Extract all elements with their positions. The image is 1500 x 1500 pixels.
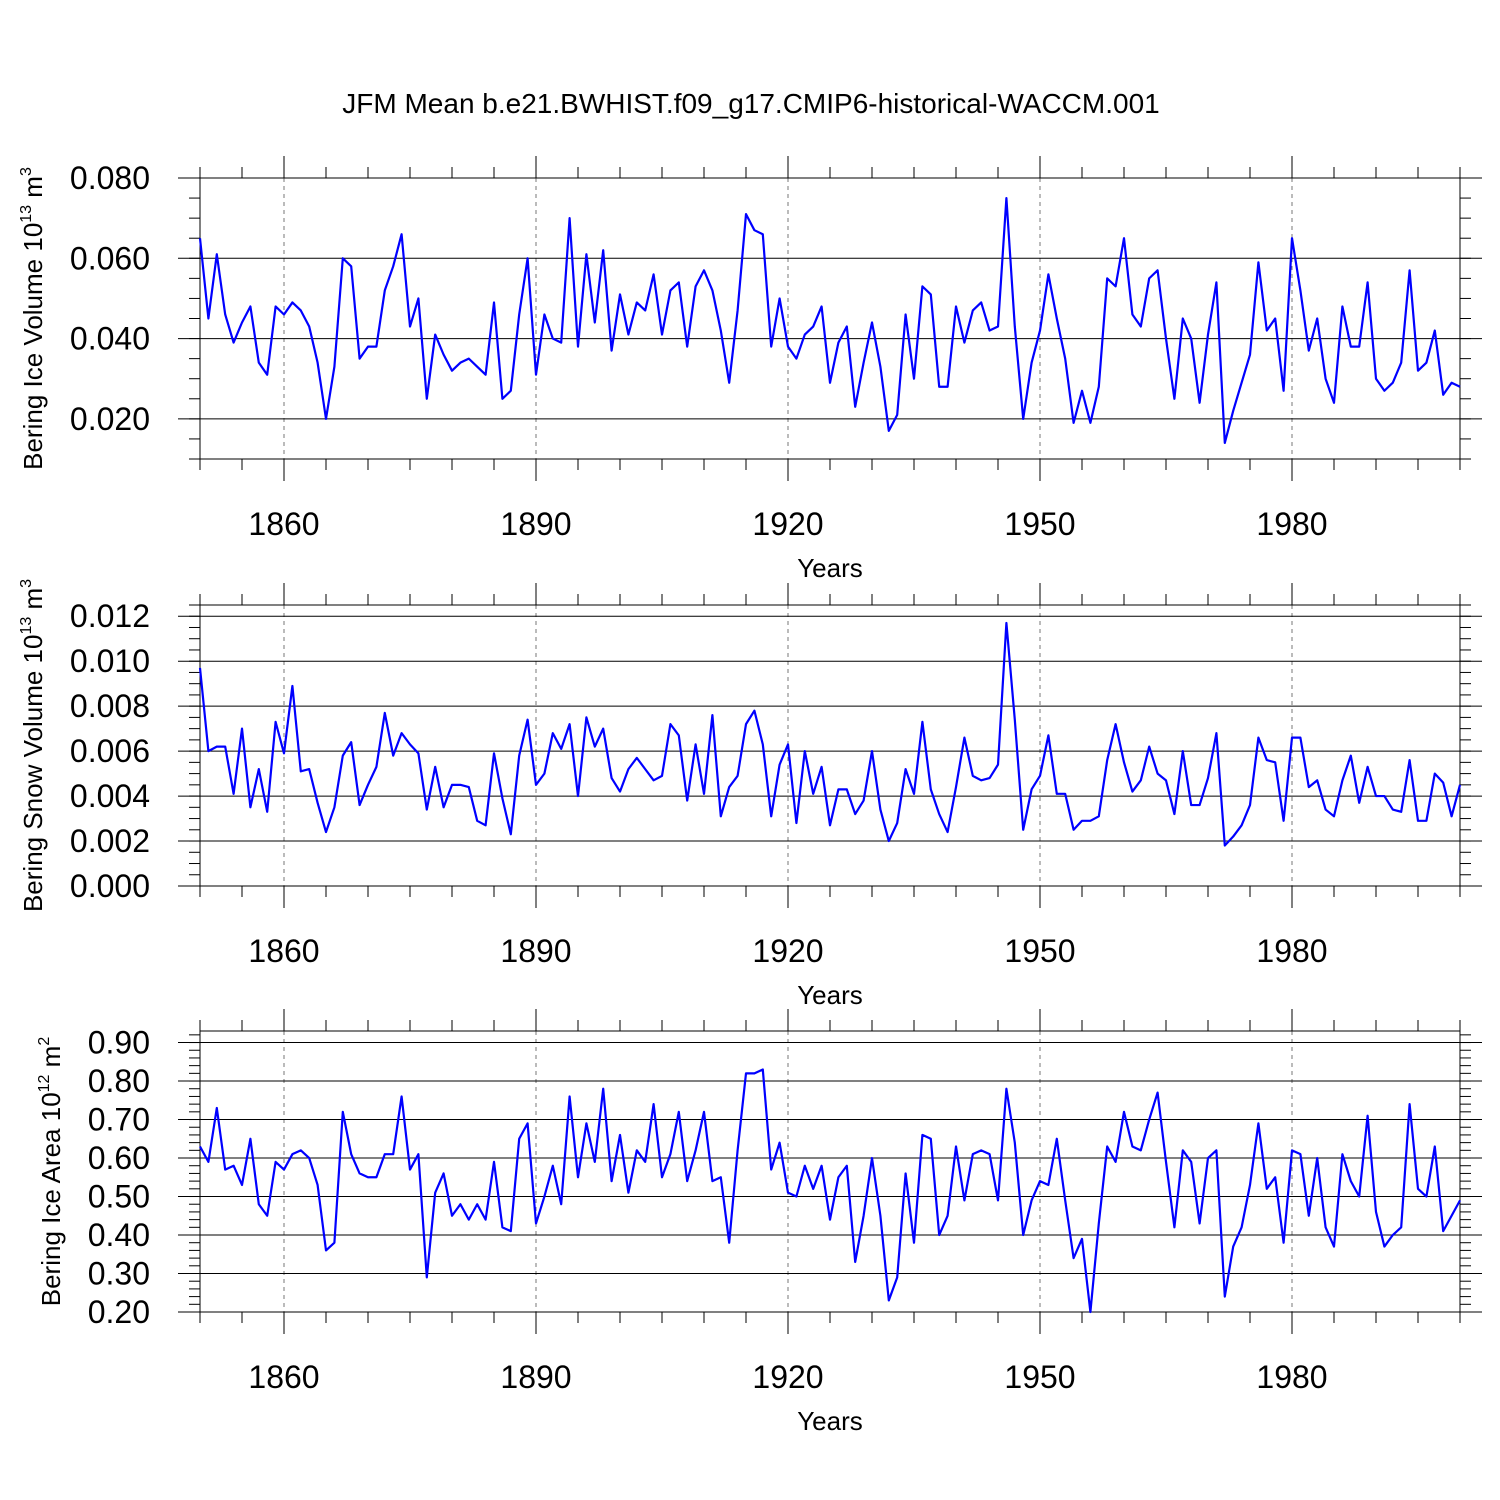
x-tick-label: 1950 [1004, 933, 1075, 969]
panel-snow-volume: 0.000 0.002 0.004 0.006 0.008 0.010 0.012 1860 1… [18, 579, 1482, 1010]
x-tick-label: 1890 [500, 933, 571, 969]
y-tick-label: 0.004 [70, 778, 150, 814]
y-tick-label: 0.010 [70, 643, 150, 679]
y-axis-label: Bering Ice Volume 1013 m3 [18, 167, 48, 470]
y-tick-label: 0.30 [88, 1256, 150, 1292]
x-tick-label: 1860 [248, 506, 319, 542]
y-tick-label: 0.80 [88, 1063, 150, 1099]
y-tick-label: 0.90 [88, 1025, 150, 1061]
y-tick-label: 0.060 [70, 240, 150, 276]
x-axis-label: Years [797, 553, 863, 583]
x-tick-label: 1920 [752, 933, 823, 969]
x-tick-label: 1860 [248, 1359, 319, 1395]
y-axis-label: Bering Ice Area 1012 m2 [36, 1037, 66, 1307]
plot-frame [199, 1030, 1461, 1313]
x-axis-label: Years [797, 980, 863, 1010]
y-tick-label: 0.080 [70, 160, 150, 196]
x-tick-label: 1890 [500, 506, 571, 542]
y-tick-label: 0.012 [70, 598, 150, 634]
y-tick-label: 0.70 [88, 1102, 150, 1138]
series-line [198, 621, 1462, 847]
panel-ice-area: 0.200.300.400.500.600.700.800.90 1860 1890… [36, 1009, 1482, 1436]
x-tick-label: 1950 [1004, 506, 1075, 542]
x-tick-label: 1980 [1256, 506, 1327, 542]
x-axis-label: Years [797, 1406, 863, 1436]
chart-title: JFM Mean b.e21.BWHIST.f09_g17.CMIP6-hist… [342, 88, 1159, 119]
series-line [198, 196, 1461, 445]
x-tick-label: 1920 [752, 506, 823, 542]
y-axis-label: Bering Snow Volume 1013 m3 [18, 579, 48, 912]
y-tick-label: 0.002 [70, 823, 150, 859]
y-tick-label: 0.40 [88, 1217, 150, 1253]
y-tick-label: 0.60 [88, 1140, 150, 1176]
series-line [199, 1068, 1461, 1314]
panel-ice-volume: 0.020 0.040 0.060 0.080 1860 1890 1920 1950 1980… [18, 156, 1482, 583]
y-tick-label: 0.020 [70, 401, 150, 437]
x-tick-label: 1980 [1256, 933, 1327, 969]
x-tick-label: 1890 [500, 1359, 571, 1395]
x-tick-label: 1860 [248, 933, 319, 969]
y-tick-label: 0.008 [70, 688, 150, 724]
y-tick-label: 0.000 [70, 868, 150, 904]
y-tick-label: 0.006 [70, 733, 150, 769]
y-tick-label: 0.040 [70, 321, 150, 357]
y-tick-label: 0.20 [88, 1294, 150, 1330]
x-tick-label: 1980 [1256, 1359, 1327, 1395]
x-tick-label: 1920 [752, 1359, 823, 1395]
plot-frame [199, 177, 1461, 460]
x-tick-label: 1950 [1004, 1359, 1075, 1395]
y-tick-label: 0.50 [88, 1179, 150, 1215]
plot-frame [199, 604, 1461, 887]
